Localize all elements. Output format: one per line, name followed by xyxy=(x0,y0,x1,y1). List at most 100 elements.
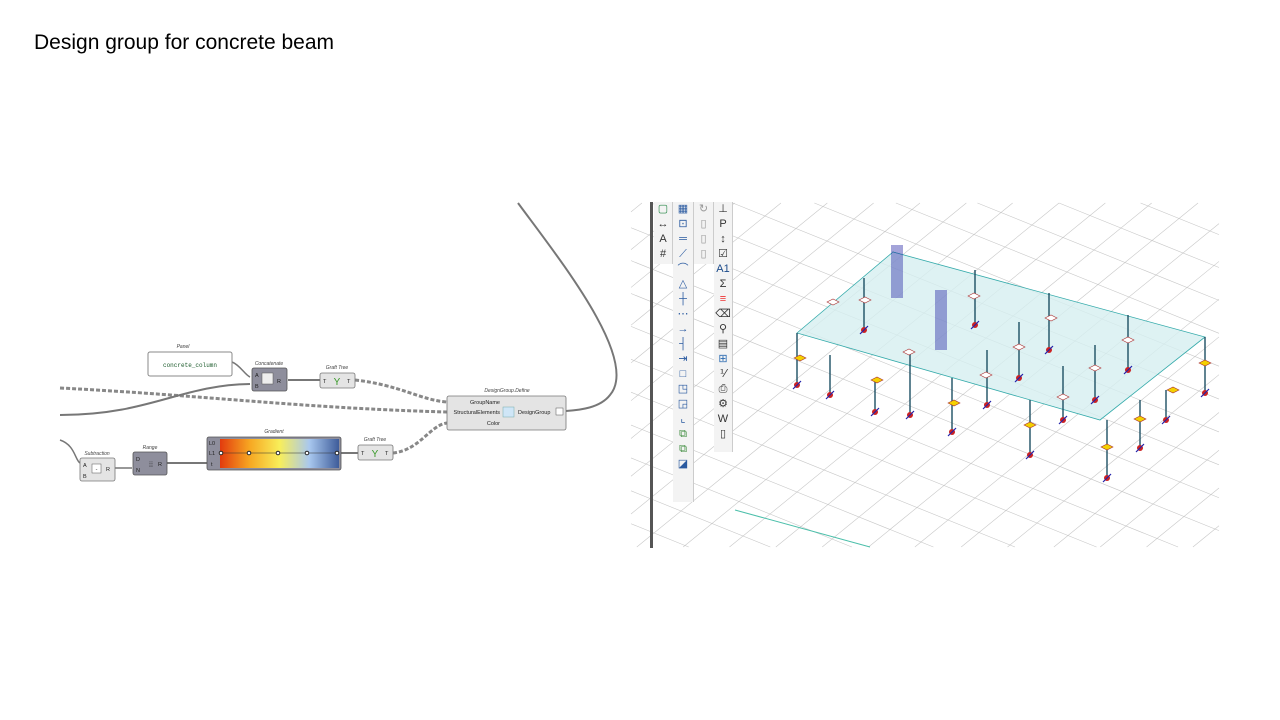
hash-icon[interactable]: # xyxy=(659,248,667,260)
load-marker xyxy=(1088,364,1102,372)
number-icon[interactable]: ⅟ xyxy=(719,368,727,380)
minus-icon xyxy=(91,463,102,474)
port-b: B xyxy=(255,384,259,390)
cube-icon[interactable]: ▢ xyxy=(657,203,669,215)
slab-icon[interactable]: ◳ xyxy=(677,383,689,395)
grid-line xyxy=(1058,202,1220,268)
grid-line xyxy=(636,202,1060,548)
rect-icon[interactable]: □ xyxy=(679,368,687,380)
load-marker xyxy=(1023,421,1037,429)
check-icon[interactable]: ☑ xyxy=(718,248,728,260)
dimension-icon[interactable]: ↔ xyxy=(657,218,669,230)
support-axis xyxy=(1025,450,1035,460)
pt-icon[interactable]: P xyxy=(719,218,727,230)
sum-icon[interactable]: Σ xyxy=(719,278,727,290)
w-icon[interactable]: W xyxy=(717,413,729,425)
redo-icon[interactable]: ↻ xyxy=(698,203,709,215)
gear-icon[interactable]: ⚙ xyxy=(718,398,728,410)
split-icon[interactable]: → xyxy=(677,323,689,335)
line-icon[interactable]: ⟋ xyxy=(679,248,687,260)
add-icon[interactable]: ⊞ xyxy=(718,353,728,365)
load-marker xyxy=(902,348,916,356)
graft-tree-label: Graft Tree xyxy=(326,365,349,371)
copy-icon[interactable]: ⧉ xyxy=(679,428,687,440)
port-l1: L1 xyxy=(209,451,215,457)
pages-icon[interactable]: ▯ xyxy=(700,233,707,245)
grid-line xyxy=(1100,449,1220,548)
grid-icon[interactable]: ▦ xyxy=(677,203,689,215)
load-marker xyxy=(1100,443,1114,451)
wire xyxy=(59,439,81,464)
eraser-icon[interactable]: ⌫ xyxy=(715,308,731,320)
triangle-icon[interactable]: △ xyxy=(678,278,688,290)
pages2-icon[interactable]: ▯ xyxy=(700,248,707,260)
wire-dashed-2 xyxy=(354,378,448,404)
port-groupname: GroupName xyxy=(470,400,500,406)
pin-icon[interactable]: ⊥ xyxy=(718,203,728,215)
design-group-label: DesignGroup.Define xyxy=(484,388,530,394)
range-component[interactable] xyxy=(132,451,168,476)
port-n: N xyxy=(136,468,140,474)
port-a: A xyxy=(255,373,259,379)
support-axis xyxy=(1044,345,1054,355)
gradient-label: Gradient xyxy=(264,429,284,435)
grid-line xyxy=(630,457,852,548)
table-icon[interactable]: ▤ xyxy=(717,338,729,350)
grid-line xyxy=(630,202,782,326)
grid-line xyxy=(630,202,874,401)
grid-line xyxy=(1053,412,1220,548)
doc-icon[interactable]: ▯ xyxy=(719,428,727,440)
graft-tree-icon: Y xyxy=(334,377,341,388)
axis-icon[interactable]: ⌞ xyxy=(680,413,686,425)
graft-tree-component[interactable] xyxy=(319,372,356,389)
concatenate-label: Concatenate xyxy=(255,361,284,367)
dots-icon[interactable]: ⋯ xyxy=(677,308,689,320)
slide-title: Design group for concrete beam xyxy=(34,31,334,54)
support-axis xyxy=(1102,473,1112,483)
support-axis xyxy=(1090,395,1100,405)
graft-tree-component-2[interactable] xyxy=(357,444,394,461)
arc-icon[interactable]: ⌒ xyxy=(677,263,689,275)
panel-component[interactable] xyxy=(147,351,233,377)
port-l0: L0 xyxy=(209,441,215,447)
structural-model-viewport[interactable]: ▢ ↔ A # ▦ ⊡ ═ ⟋ ⌒ △ ┼ ⋯ → ┤ ⇥ □ ◳ ◲ ⌞ ⧉ ⧉ ◪ ↻ ▯ ▯ ▯ ⊥ P ↕ ☑ A1 … xyxy=(630,202,1220,548)
support-axis xyxy=(1200,388,1210,398)
grid-line xyxy=(961,336,1220,548)
port-designgroup: DesignGroup xyxy=(518,410,550,416)
line-equal-icon[interactable]: ═ xyxy=(679,233,687,245)
panel-label: Panel xyxy=(177,344,191,350)
text-icon[interactable]: A xyxy=(659,233,667,245)
support-axis xyxy=(982,400,992,410)
magnifier-icon[interactable]: ⚲ xyxy=(718,323,728,335)
expand-icon[interactable] xyxy=(555,407,564,416)
port-b: B xyxy=(83,474,87,480)
toolbar-column-2: ▦ ⊡ ═ ⟋ ⌒ △ ┼ ⋯ → ┤ ⇥ □ ◳ ◲ ⌞ ⧉ ⧉ ◪ xyxy=(673,202,694,502)
page-icon[interactable]: ▯ xyxy=(700,218,707,230)
load-marker xyxy=(870,376,884,384)
join-icon[interactable]: ┤ xyxy=(679,338,687,350)
grid-line xyxy=(1146,487,1220,548)
updown-icon[interactable]: ↕ xyxy=(720,233,726,245)
port-t-in: T xyxy=(323,379,327,385)
copy2-icon[interactable]: ⧉ xyxy=(679,443,687,455)
load-marker xyxy=(826,298,840,306)
model-svg[interactable] xyxy=(630,202,1220,548)
a1-icon[interactable]: A1 xyxy=(716,263,730,275)
wire-top xyxy=(517,202,618,412)
grid-line xyxy=(630,523,689,548)
port-color: Color xyxy=(487,421,500,427)
wire xyxy=(231,361,251,378)
slab2-icon[interactable]: ◲ xyxy=(677,398,689,410)
support-axis xyxy=(792,380,802,390)
support-axis xyxy=(859,325,869,335)
load-marker xyxy=(1044,314,1058,322)
color-bars-icon[interactable]: ≡ xyxy=(719,293,727,305)
print-icon[interactable]: ⎙ xyxy=(718,383,728,395)
cross-icon[interactable]: ┼ xyxy=(679,293,687,305)
extend-icon[interactable]: ⇥ xyxy=(678,353,688,365)
hatch-icon[interactable]: ◪ xyxy=(677,458,689,470)
grid-line xyxy=(630,202,643,213)
gradient-grips[interactable] xyxy=(218,450,340,456)
toolbar-column-4: ⊥ P ↕ ☑ A1 Σ ≡ ⌫ ⚲ ▤ ⊞ ⅟ ⎙ ⚙ W ▯ xyxy=(714,202,733,452)
node-icon[interactable]: ⊡ xyxy=(678,218,688,230)
